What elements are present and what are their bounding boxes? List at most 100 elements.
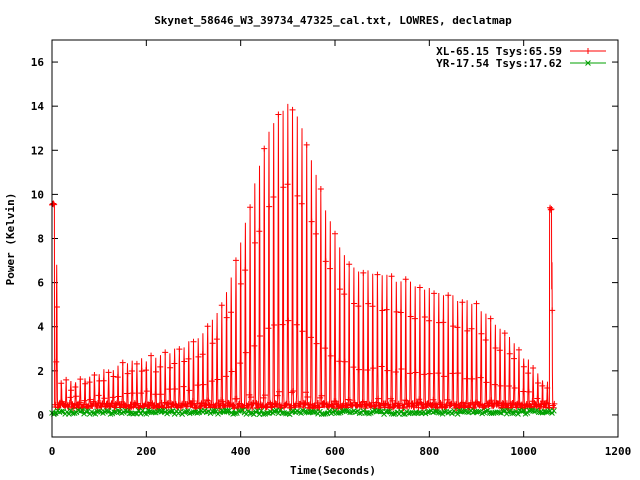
x-tick-label: 400 [231, 445, 251, 458]
xl-data-point [473, 300, 480, 307]
xl-data-point [346, 397, 353, 404]
xl-data-point [275, 111, 282, 118]
xl-data-point [274, 392, 281, 399]
xl-data-point [375, 395, 382, 402]
xl-data-point [463, 375, 470, 382]
yr-data-point [384, 408, 391, 415]
xl-data-point [223, 314, 230, 321]
xl-data-point [364, 366, 371, 373]
xl-data-point [265, 325, 272, 332]
xl-data-point [462, 400, 469, 407]
xl-data-point [86, 379, 93, 386]
yr-data-point [464, 409, 470, 415]
y-tick-label: 12 [31, 144, 44, 157]
xl-data-point [53, 303, 60, 310]
xl-data-point [123, 390, 130, 397]
xl-data-point [548, 206, 555, 213]
xl-data-point [421, 314, 428, 321]
yr-data-point [400, 411, 406, 417]
xl-data-point [317, 185, 324, 192]
xl-data-point [355, 303, 362, 310]
xl-data-point [460, 399, 467, 406]
xl-data-point [204, 323, 211, 330]
xl-data-point [440, 319, 447, 326]
xl-data-point [378, 363, 385, 370]
xl-data-point [73, 393, 80, 400]
xl-data-point [497, 382, 504, 389]
xl-data-point [202, 401, 209, 408]
xl-data-point [336, 358, 343, 365]
xl-data-point [312, 230, 319, 237]
xl-data-point [299, 328, 306, 335]
xl-data-point [219, 398, 226, 405]
xl-data-point [100, 377, 107, 384]
xl-data-point [138, 368, 145, 375]
xl-data-point [416, 284, 423, 291]
y-tick-label: 0 [37, 409, 44, 422]
xl-data-point [242, 349, 249, 356]
legend-label-xl: XL-65.15 Tsys:65.59 [436, 45, 562, 58]
xl-data-point [468, 325, 475, 332]
xl-data-point [230, 402, 237, 409]
yr-data-point [58, 408, 65, 415]
yr-data-point [424, 409, 431, 415]
xl-data-point [129, 390, 136, 397]
yr-data-point [518, 408, 525, 415]
yr-data-point [435, 409, 442, 416]
xl-data-point [390, 403, 397, 410]
xl-data-point [253, 400, 260, 407]
xl-data-point [276, 388, 283, 395]
xl-data-point [369, 303, 376, 310]
xl-data-point [431, 400, 438, 407]
xl-data-point [273, 403, 280, 410]
xl-data-point [190, 338, 197, 345]
xl-data-point [431, 290, 438, 297]
xl-data-point [257, 333, 264, 340]
xl-data-point [181, 358, 188, 365]
yr-data-point [68, 407, 74, 414]
xl-data-point [301, 401, 308, 408]
x-tick-label: 1200 [605, 445, 632, 458]
xl-data-point [406, 370, 413, 377]
yr-data-point [232, 410, 238, 417]
yr-data-point [271, 408, 278, 415]
xl-data-point [143, 367, 150, 374]
xl-data-point [520, 363, 527, 370]
xl-data-point [360, 269, 367, 276]
xl-data-point [233, 395, 240, 402]
xl-data-point [341, 358, 348, 365]
xl-data-point [268, 404, 275, 411]
plot-frame [51, 39, 619, 438]
xl-data-point [435, 370, 442, 377]
xl-data-point [445, 292, 452, 299]
xl-data-point [492, 344, 499, 351]
xl-data-point [487, 315, 494, 322]
xl-data-point [133, 360, 140, 367]
xl-data-point [218, 397, 225, 404]
xl-data-point [327, 265, 334, 272]
xl-data-point [101, 395, 108, 402]
xl-data-point [208, 378, 215, 385]
xl-data-point [197, 403, 204, 410]
x-tick-label: 0 [49, 445, 56, 458]
xl-data-point [232, 257, 239, 264]
yr-data-point [550, 407, 557, 414]
xl-data-point [81, 397, 88, 404]
xl-data-point [373, 399, 380, 406]
xl-data-point [308, 218, 315, 225]
xl-data-point [400, 405, 407, 412]
xl-data-point [332, 230, 338, 237]
xl-data-point [82, 380, 89, 387]
xl-data-point [105, 369, 112, 376]
xl-data-point [66, 399, 73, 406]
xl-data-point [194, 382, 201, 389]
xl-data-point [530, 364, 537, 371]
yr-data-point [105, 408, 112, 414]
plot-area [49, 103, 558, 418]
xl-data-point [87, 396, 94, 403]
xl-data-point [412, 369, 419, 376]
xl-data-point [350, 364, 357, 371]
xl-data-point [150, 403, 157, 410]
xl-data-point [345, 396, 352, 403]
yr-data-point [284, 410, 291, 417]
